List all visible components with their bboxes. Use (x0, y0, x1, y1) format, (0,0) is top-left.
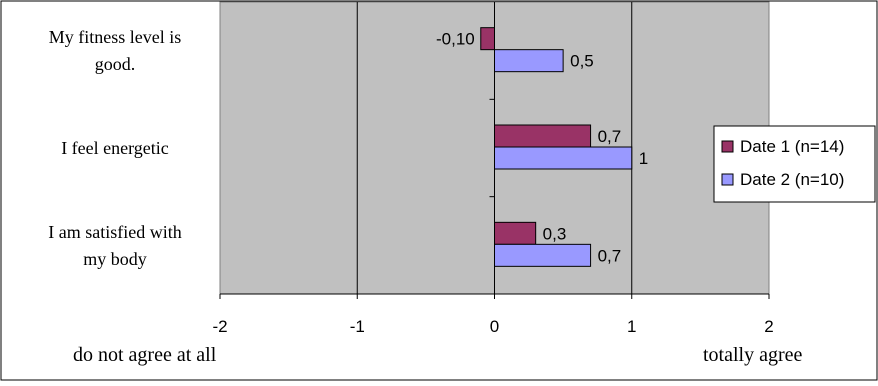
category-label: My fitness level is (49, 27, 182, 47)
x-tick-label: 0 (490, 317, 499, 336)
category-label: my body (83, 249, 147, 269)
x-tick-label: 1 (627, 317, 636, 336)
category-label: I feel energetic (61, 138, 169, 158)
legend-swatch-2 (721, 173, 734, 186)
legend-box (713, 125, 876, 203)
bar-series1-cat2 (494, 124, 592, 148)
x-axis: -2 -1 0 1 2 (212, 293, 774, 336)
data-labels: -0,10 0,5 0,7 1 0,3 0,7 (436, 30, 648, 266)
category-label: I am satisfied with (48, 222, 181, 242)
bar-series1-cat1 (480, 27, 495, 51)
data-label-series1-cat3: 0,3 (543, 224, 567, 243)
legend-swatch-1 (721, 140, 734, 153)
x-tick-label: -1 (350, 317, 365, 336)
bar-series1-cat3 (494, 221, 537, 245)
data-label-series1-cat1: -0,10 (436, 30, 475, 49)
category-labels: My fitness level is good. I feel energetic… (48, 27, 181, 269)
x-axis-label-left: do not agree at all (73, 344, 217, 366)
data-label-series2-cat3: 0,7 (598, 246, 622, 265)
legend: Date 1 (n=14) Date 2 (n=10) (713, 125, 876, 203)
category-label: good. (95, 54, 136, 74)
bar-series2-cat2 (494, 146, 633, 170)
data-label-series2-cat1: 0,5 (570, 52, 594, 71)
legend-label-1: Date 1 (n=14) (740, 137, 844, 156)
bars-group (480, 27, 633, 267)
bar-series2-cat1 (494, 49, 564, 73)
data-label-series1-cat2: 0,7 (598, 127, 622, 146)
y-axis (489, 2, 495, 294)
x-tick-label: -2 (212, 317, 227, 336)
data-label-series2-cat2: 1 (639, 149, 648, 168)
legend-label-2: Date 2 (n=10) (740, 170, 844, 189)
bar-series2-cat3 (494, 243, 592, 267)
x-axis-label-right: totally agree (703, 344, 803, 366)
x-tick-label: 2 (764, 317, 773, 336)
